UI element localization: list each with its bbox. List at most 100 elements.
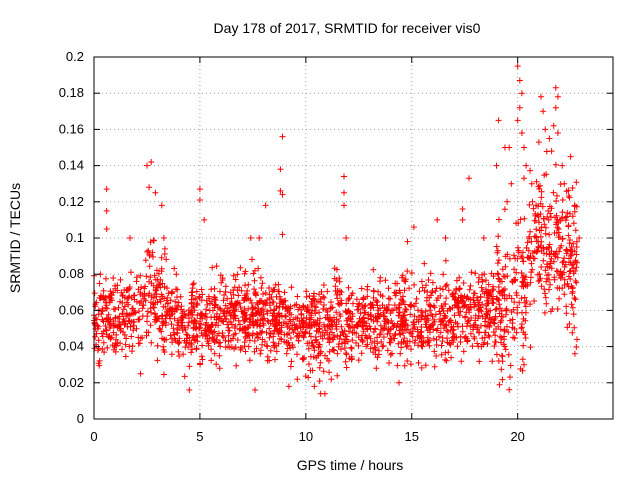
data-point <box>333 309 340 316</box>
data-point <box>305 345 312 352</box>
data-point <box>202 331 209 338</box>
data-point <box>174 286 181 293</box>
data-point <box>205 327 212 334</box>
data-point <box>348 345 355 352</box>
data-point <box>193 288 200 295</box>
data-point <box>321 390 328 397</box>
data-point <box>334 350 341 357</box>
data-point <box>496 381 503 388</box>
data-point <box>259 280 266 287</box>
data-point <box>546 241 553 248</box>
data-point <box>422 362 429 369</box>
data-point <box>374 354 381 361</box>
data-point <box>156 325 163 332</box>
data-point <box>398 339 405 346</box>
data-point <box>140 302 147 308</box>
data-point <box>512 255 519 262</box>
data-point <box>316 378 323 384</box>
data-point <box>114 324 121 331</box>
y-tick-label: 0.08 <box>59 266 84 281</box>
data-point <box>538 188 545 195</box>
data-point <box>545 208 552 214</box>
data-point <box>294 376 301 383</box>
data-point <box>263 329 270 336</box>
data-point <box>165 308 171 315</box>
data-point <box>527 167 534 174</box>
data-point <box>527 253 534 260</box>
x-tick-label: 15 <box>405 429 419 444</box>
data-point <box>276 320 283 327</box>
data-point <box>180 351 187 358</box>
data-point <box>481 290 488 297</box>
data-point <box>295 337 302 344</box>
data-point <box>492 338 498 345</box>
data-point <box>508 295 515 302</box>
data-point <box>535 139 542 146</box>
data-point <box>446 305 453 312</box>
data-point <box>403 343 410 350</box>
data-point <box>415 318 422 325</box>
data-point <box>271 344 278 351</box>
data-point <box>466 175 472 182</box>
data-point <box>544 272 551 279</box>
data-point <box>559 162 566 169</box>
data-point <box>489 358 496 365</box>
data-point <box>283 350 290 357</box>
data-point <box>105 334 112 341</box>
data-point <box>422 308 429 315</box>
data-point <box>172 337 179 344</box>
data-point <box>552 161 559 168</box>
data-point <box>318 348 324 355</box>
data-point <box>538 264 545 270</box>
data-point <box>250 304 257 311</box>
data-point <box>559 197 566 203</box>
data-point <box>386 360 392 366</box>
data-point <box>504 198 511 205</box>
data-point <box>267 330 274 337</box>
data-point <box>385 319 392 326</box>
data-point <box>552 84 559 91</box>
data-point <box>203 319 210 326</box>
data-point <box>313 339 320 346</box>
data-point <box>204 301 211 308</box>
data-point <box>574 336 580 343</box>
data-point <box>245 324 252 331</box>
data-point <box>286 310 293 316</box>
data-point <box>296 332 303 339</box>
data-point <box>561 282 568 288</box>
data-point <box>194 300 201 307</box>
data-point <box>502 307 509 314</box>
data-point <box>524 239 531 246</box>
data-point <box>232 276 239 283</box>
data-point <box>464 338 471 345</box>
data-point <box>273 293 280 300</box>
data-point <box>111 322 117 329</box>
data-point <box>161 295 168 302</box>
data-point <box>475 315 482 322</box>
data-point <box>573 238 580 245</box>
data-point <box>121 287 128 293</box>
data-point <box>127 235 133 241</box>
data-point <box>389 350 395 357</box>
data-point <box>412 300 419 307</box>
data-point <box>399 315 406 322</box>
data-point <box>450 333 457 340</box>
data-point <box>349 337 356 344</box>
data-point <box>508 180 515 187</box>
data-point <box>434 216 441 223</box>
data-point <box>339 340 345 347</box>
data-point <box>476 358 483 365</box>
data-point <box>541 286 548 293</box>
data-point <box>470 294 477 301</box>
data-point <box>128 269 134 276</box>
data-point <box>504 323 510 330</box>
data-point <box>438 319 445 326</box>
data-point <box>288 284 295 291</box>
data-point <box>515 244 521 251</box>
data-point <box>343 317 350 324</box>
data-point <box>475 343 482 350</box>
data-point <box>519 356 526 363</box>
data-point <box>304 340 311 347</box>
data-point <box>561 291 568 298</box>
data-point <box>461 302 468 308</box>
